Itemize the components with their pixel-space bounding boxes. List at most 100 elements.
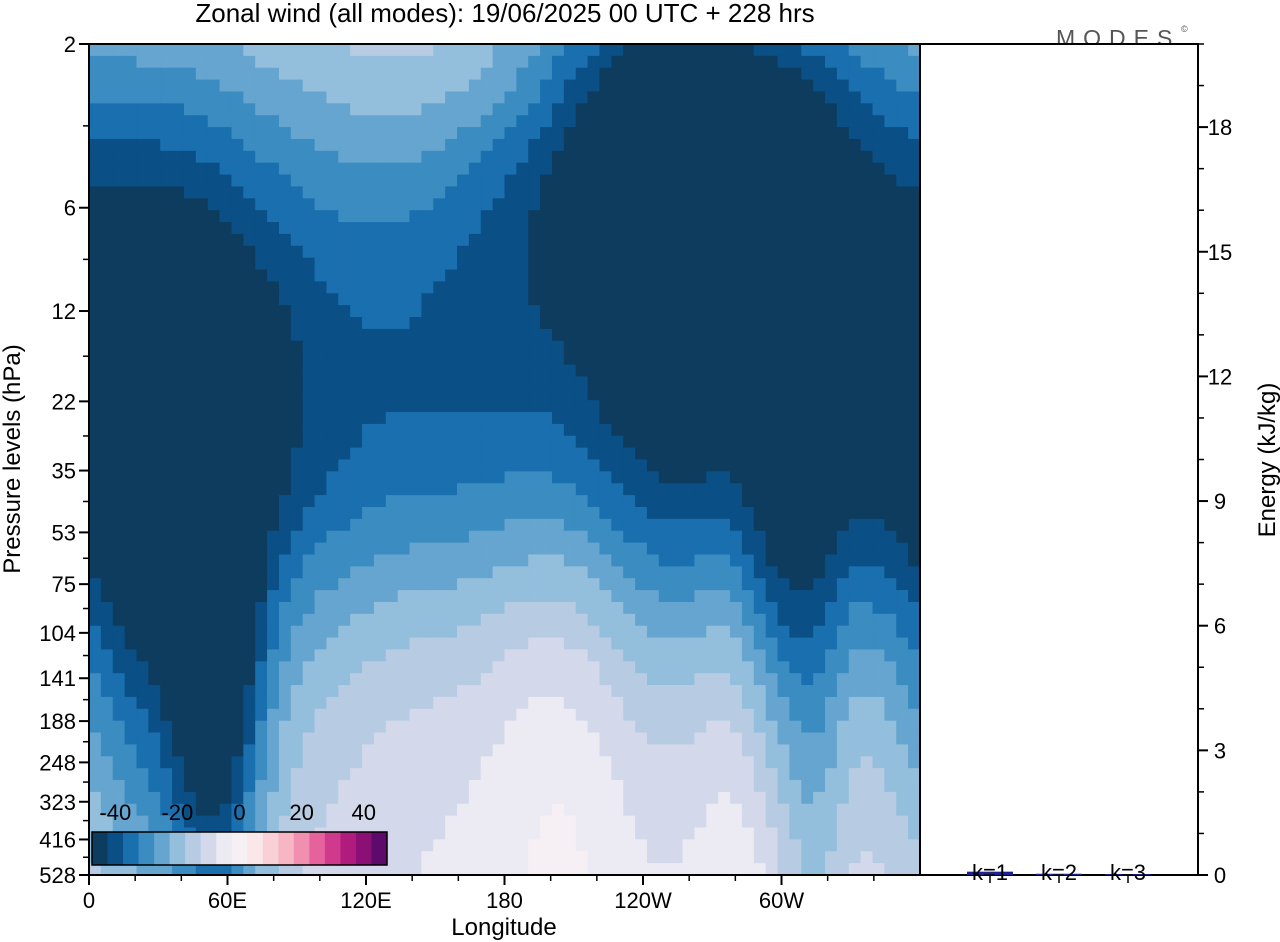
heatmap-cell xyxy=(694,518,707,532)
heatmap-cell xyxy=(504,756,517,769)
heatmap-cell xyxy=(338,863,351,875)
heatmap-cell xyxy=(207,495,221,508)
heatmap-cell xyxy=(872,67,885,81)
heatmap-cell xyxy=(468,803,482,817)
heatmap-cell xyxy=(409,305,422,318)
heatmap-cell xyxy=(373,483,387,496)
heatmap-cell xyxy=(587,376,601,389)
heatmap-cell xyxy=(362,590,375,603)
heatmap-cell xyxy=(373,293,387,306)
heatmap-cell xyxy=(480,625,494,639)
heatmap-cell xyxy=(231,791,244,805)
heatmap-cell xyxy=(112,198,126,211)
heatmap-cell xyxy=(207,44,221,57)
heatmap-cell xyxy=(100,566,114,579)
heatmap-cell xyxy=(765,732,779,746)
heatmap-cell xyxy=(362,661,375,674)
heatmap-cell xyxy=(267,162,280,176)
heatmap-cell xyxy=(860,174,874,188)
heatmap-cell xyxy=(302,625,316,639)
heatmap-cell xyxy=(326,459,339,472)
heatmap-cell xyxy=(409,839,422,852)
heatmap-cell xyxy=(112,44,126,57)
heatmap-cell xyxy=(860,815,874,829)
heatmap-cell xyxy=(908,661,920,674)
heatmap-cell xyxy=(908,388,920,401)
colorbar-swatch xyxy=(262,832,279,865)
heatmap-cell xyxy=(148,708,161,722)
heatmap-cell xyxy=(302,696,316,710)
heatmap-cell xyxy=(825,720,838,734)
heatmap-cell xyxy=(670,400,684,413)
heatmap-cell xyxy=(765,590,779,603)
heatmap-cell xyxy=(825,435,838,449)
heatmap-cell xyxy=(350,91,363,104)
heatmap-cell xyxy=(89,67,102,81)
heatmap-cell xyxy=(480,91,494,104)
heatmap-cell xyxy=(480,352,494,366)
heatmap-cell xyxy=(433,637,446,651)
heatmap-cell xyxy=(492,376,506,389)
heatmap-cell xyxy=(516,340,529,354)
heatmap-cell xyxy=(160,791,173,805)
heatmap-cell xyxy=(741,364,755,377)
heatmap-cell xyxy=(124,174,138,188)
heatmap-cell xyxy=(231,744,244,757)
heatmap-cell xyxy=(551,554,565,567)
heatmap-cell xyxy=(350,352,363,366)
heatmap-cell xyxy=(848,566,862,579)
heatmap-cell xyxy=(350,174,363,188)
heatmap-cell xyxy=(445,803,458,817)
heatmap-cell xyxy=(825,127,838,140)
heatmap-cell xyxy=(682,661,696,674)
heatmap-cell xyxy=(314,506,328,520)
heatmap-cell xyxy=(492,590,506,603)
heatmap-cell xyxy=(136,590,149,603)
heatmap-cell xyxy=(611,222,624,235)
heatmap-cell xyxy=(255,708,268,722)
heatmap-cell xyxy=(682,447,696,461)
heatmap-cell xyxy=(884,44,897,57)
heatmap-cell xyxy=(338,400,351,413)
heatmap-cell xyxy=(255,340,268,354)
heatmap-cell xyxy=(599,186,612,199)
heatmap-cell xyxy=(290,423,304,437)
heatmap-cell xyxy=(551,803,565,817)
heatmap-cell xyxy=(350,186,363,199)
heatmap-cell xyxy=(314,720,328,734)
heatmap-cell xyxy=(457,744,470,757)
heatmap-cell xyxy=(457,542,470,556)
heatmap-cell xyxy=(753,305,767,318)
heatmap-cell xyxy=(433,186,446,199)
heatmap-cell xyxy=(326,293,339,306)
heatmap-cell xyxy=(646,768,660,781)
heatmap-cell xyxy=(908,708,920,722)
heatmap-cell xyxy=(302,601,316,615)
heatmap-cell xyxy=(504,210,517,223)
heatmap-cell xyxy=(183,471,197,484)
heatmap-cell xyxy=(801,768,814,781)
heatmap-cell xyxy=(563,483,577,496)
heatmap-cell xyxy=(528,578,541,591)
heatmap-cell xyxy=(243,637,256,651)
heatmap-cell xyxy=(599,613,612,627)
heatmap-cell xyxy=(741,768,755,781)
heatmap-cell xyxy=(172,720,185,734)
heatmap-cell xyxy=(896,138,909,152)
heatmap-cell xyxy=(385,67,399,81)
heatmap-cell xyxy=(385,103,399,116)
heatmap-cell xyxy=(112,780,126,793)
heatmap-cell xyxy=(136,186,149,199)
heatmap-cell xyxy=(433,471,446,484)
heatmap-cell xyxy=(884,91,897,104)
heatmap-cell xyxy=(718,637,731,651)
heatmap-cell xyxy=(575,317,589,330)
heatmap-cell xyxy=(231,649,244,662)
heatmap-cell xyxy=(468,233,482,247)
heatmap-cell xyxy=(421,162,434,176)
heatmap-cell xyxy=(635,696,648,710)
heatmap-cell xyxy=(646,756,660,769)
heatmap-cell xyxy=(599,732,612,746)
heatmap-cell xyxy=(195,661,209,674)
heatmap-cell xyxy=(587,768,601,781)
